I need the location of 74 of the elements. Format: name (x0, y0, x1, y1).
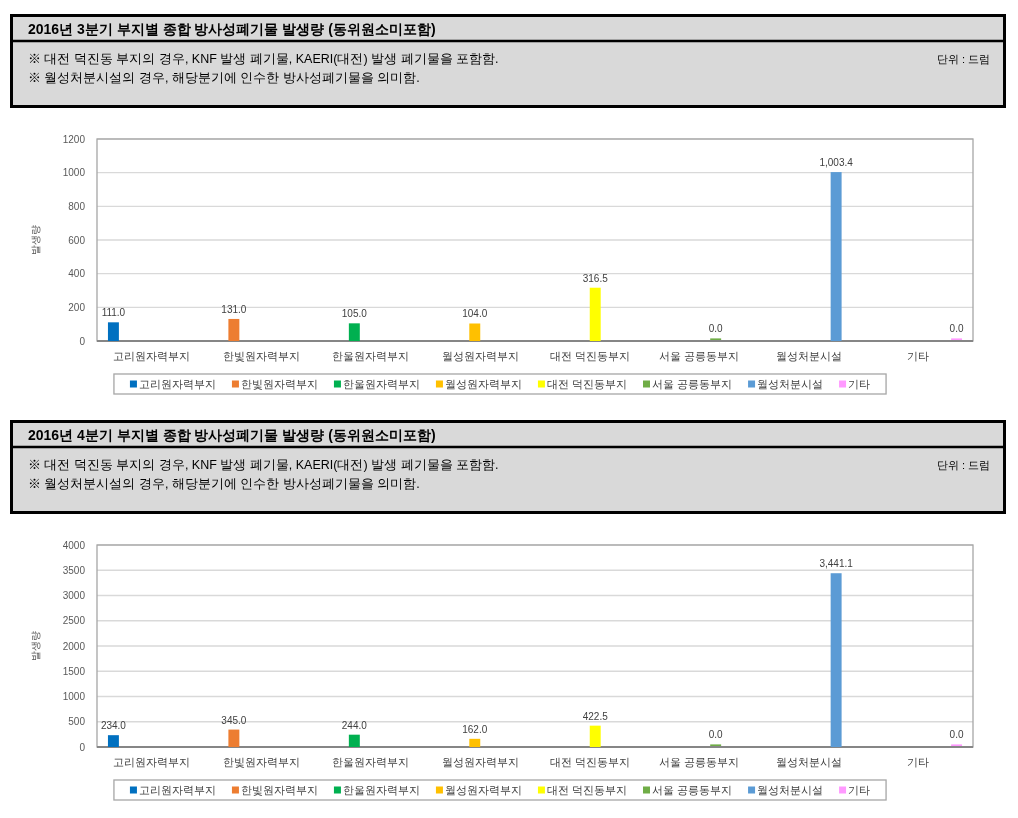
text: 단위 : 드럼 (936, 459, 990, 471)
x-tick-label: 기타 (907, 350, 930, 362)
chart-title: 2016년 4분기 부지별 종합 방사성폐기물 발생량 (동위원소미포함) (28, 427, 436, 443)
data-label: 316.5 (582, 272, 609, 284)
x-tick-label: 서울 공릉동부지 (659, 350, 740, 362)
y-tick-label: 1000 (62, 167, 86, 179)
x-tick-label: 월성처분시설 (775, 350, 842, 362)
data-label: 3,441.1 (819, 558, 854, 570)
legend-label: 기타 (848, 378, 871, 390)
y-tick-label: 1000 (62, 691, 86, 702)
data-label: 0.0 (949, 323, 964, 335)
y-tick-label: 200 (68, 301, 86, 313)
data-label: 111.0 (101, 307, 126, 319)
data-label: 162.0 (462, 723, 488, 735)
text: ※ 월성처분시설의 경우, 해당분기에 인수한 방사성폐기물을 의미함. (28, 477, 420, 491)
x-tick-label: 서울 공릉동부지 (659, 756, 740, 768)
legend-label: 대전 덕진동부지 (546, 378, 627, 390)
y-tick-label: 3500 (62, 564, 86, 576)
data-label: 1,003.4 (819, 157, 854, 169)
legend-label: 서울 공릉동부지 (652, 784, 733, 796)
legend-label: 월성원자력부지 (444, 378, 522, 390)
data-label: 105.0 (341, 308, 368, 320)
data-label: 131.0 (221, 303, 247, 315)
y-tick-label: 500 (68, 716, 86, 728)
x-tick-label: 대전 덕진동부지 (549, 756, 630, 768)
y-tick-label: 600 (68, 234, 86, 246)
y-tick-label: 0 (79, 741, 86, 753)
data-label: 422.5 (582, 710, 609, 722)
text: ※ 대전 덕진동 부지의 경우, KNF 발생 폐기물, KAERI(대전) 발생 폐기물을 포함함. (28, 458, 499, 472)
y-tick-label: 1200 (62, 133, 86, 145)
data-label: 104.0 (462, 308, 488, 320)
y-axis-title: 발생량 (30, 225, 41, 255)
data-label: 0.0 (708, 729, 724, 741)
x-tick-label: 대전 덕진동부지 (549, 350, 630, 362)
x-tick-label: 월성원자력부지 (441, 756, 519, 768)
legend-label: 대전 덕진동부지 (546, 784, 627, 796)
text: 단위 : 드럼 (936, 53, 990, 65)
y-tick-label: 2000 (62, 640, 86, 652)
data-label: 244.0 (341, 719, 368, 731)
legend-label: 한빛원자력부지 (240, 378, 318, 390)
legend-label: 한울원자력부지 (342, 378, 420, 390)
data-label: 234.0 (100, 720, 127, 732)
x-tick-label: 한빛원자력부지 (222, 350, 300, 362)
y-tick-label: 2500 (62, 615, 86, 627)
y-tick-label: 3000 (62, 590, 86, 601)
x-tick-label: 한울원자력부지 (332, 350, 410, 362)
legend-label: 고리원자력부지 (138, 784, 216, 796)
chart-title: 2016년 3분기 부지별 종합 방사성폐기물 발생량 (동위원소미포함) (28, 21, 436, 37)
x-tick-label: 한빛원자력부지 (222, 756, 300, 768)
text: ※ 대전 덕진동 부지의 경우, KNF 발생 폐기물, KAERI(대전) 발생 폐기물을 포함함. (28, 52, 499, 66)
x-tick-label: 기타 (907, 756, 930, 768)
data-label: 0.0 (949, 729, 964, 741)
y-tick-label: 0 (79, 335, 86, 347)
y-tick-label: 4000 (62, 539, 86, 551)
y-tick-label: 800 (68, 200, 86, 212)
y-axis-title: 발생량 (30, 631, 41, 661)
data-label: 345.0 (221, 714, 247, 726)
legend-label: 월성원자력부지 (444, 784, 522, 796)
legend-label: 한빛원자력부지 (240, 784, 318, 796)
x-tick-label: 고리원자력부지 (113, 756, 191, 768)
legend-label: 고리원자력부지 (138, 378, 216, 390)
y-tick-label: 1500 (62, 665, 86, 677)
legend-label: 한울원자력부지 (342, 784, 420, 796)
y-tick-label: 400 (68, 268, 86, 280)
x-tick-label: 한울원자력부지 (332, 756, 410, 768)
legend-label: 월성처분시설 (757, 378, 824, 390)
x-tick-label: 월성처분시설 (775, 756, 842, 768)
text: ※ 월성처분시설의 경우, 해당분기에 인수한 방사성폐기물을 의미함. (28, 71, 420, 85)
x-tick-label: 고리원자력부지 (113, 350, 191, 362)
legend-label: 월성처분시설 (757, 784, 824, 796)
x-tick-label: 월성원자력부지 (441, 350, 519, 362)
data-label: 0.0 (708, 323, 724, 335)
legend-label: 서울 공릉동부지 (652, 378, 733, 390)
legend-label: 기타 (848, 784, 871, 796)
